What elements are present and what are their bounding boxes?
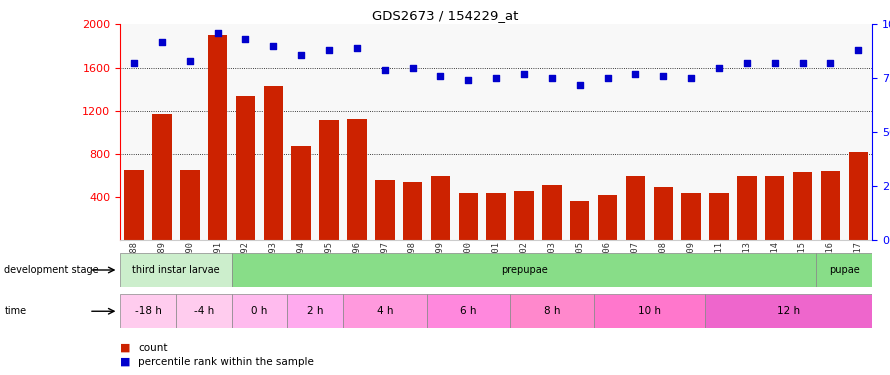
- Bar: [514, 192, 534, 240]
- Text: 6 h: 6 h: [460, 306, 476, 316]
- Bar: [487, 193, 506, 240]
- Bar: [403, 182, 423, 240]
- Bar: [343, 294, 426, 328]
- Point: [239, 36, 253, 42]
- Point: [517, 71, 531, 77]
- Point: [767, 60, 781, 66]
- Bar: [287, 294, 343, 328]
- Point: [740, 60, 754, 66]
- Bar: [180, 170, 199, 240]
- Bar: [709, 193, 729, 240]
- Text: 12 h: 12 h: [777, 306, 800, 316]
- Text: third instar larvae: third instar larvae: [132, 265, 220, 275]
- Bar: [208, 35, 227, 240]
- Bar: [375, 180, 394, 240]
- Point: [572, 82, 587, 88]
- Point: [823, 60, 837, 66]
- Text: prepupae: prepupae: [501, 265, 547, 275]
- Text: development stage: development stage: [4, 265, 99, 275]
- Point: [712, 64, 726, 70]
- Bar: [653, 187, 673, 240]
- Bar: [176, 294, 231, 328]
- Bar: [570, 201, 589, 240]
- Bar: [816, 253, 872, 287]
- Bar: [793, 172, 813, 240]
- Bar: [542, 185, 562, 240]
- Text: percentile rank within the sample: percentile rank within the sample: [138, 357, 314, 367]
- Point: [461, 78, 475, 84]
- Bar: [431, 176, 450, 240]
- Bar: [231, 253, 816, 287]
- Point: [656, 73, 670, 79]
- Text: ■: ■: [120, 357, 131, 367]
- Bar: [426, 294, 510, 328]
- Bar: [120, 253, 231, 287]
- Text: -4 h: -4 h: [194, 306, 214, 316]
- Bar: [231, 294, 287, 328]
- Point: [545, 75, 559, 81]
- Text: ■: ■: [120, 343, 131, 353]
- Bar: [291, 146, 311, 240]
- Point: [377, 67, 392, 73]
- Point: [628, 71, 643, 77]
- Bar: [458, 193, 478, 240]
- Point: [322, 47, 336, 53]
- Bar: [510, 294, 594, 328]
- Point: [155, 39, 169, 45]
- Point: [490, 75, 504, 81]
- Bar: [152, 114, 172, 240]
- Point: [601, 75, 615, 81]
- Point: [294, 52, 308, 58]
- Bar: [765, 176, 784, 240]
- Text: 0 h: 0 h: [251, 306, 268, 316]
- Bar: [626, 176, 645, 240]
- Bar: [594, 294, 705, 328]
- Bar: [320, 120, 339, 240]
- Point: [796, 60, 810, 66]
- Text: -18 h: -18 h: [134, 306, 161, 316]
- Bar: [737, 176, 756, 240]
- Text: GDS2673 / 154229_at: GDS2673 / 154229_at: [372, 9, 518, 22]
- Point: [406, 64, 420, 70]
- Text: 4 h: 4 h: [376, 306, 393, 316]
- Bar: [236, 96, 255, 240]
- Text: count: count: [138, 343, 167, 353]
- Text: pupae: pupae: [829, 265, 860, 275]
- Bar: [263, 86, 283, 240]
- Bar: [347, 119, 367, 240]
- Text: 8 h: 8 h: [544, 306, 560, 316]
- Text: 10 h: 10 h: [638, 306, 661, 316]
- Point: [211, 30, 225, 36]
- Bar: [848, 152, 868, 240]
- Point: [684, 75, 699, 81]
- Bar: [682, 193, 701, 240]
- Text: 2 h: 2 h: [307, 306, 323, 316]
- Bar: [125, 170, 144, 240]
- Point: [182, 58, 197, 64]
- Bar: [598, 195, 618, 240]
- Point: [350, 45, 364, 51]
- Point: [266, 43, 280, 49]
- Point: [851, 47, 865, 53]
- Point: [127, 60, 142, 66]
- Bar: [120, 294, 176, 328]
- Text: time: time: [4, 306, 27, 316]
- Bar: [705, 294, 872, 328]
- Point: [433, 73, 448, 79]
- Bar: [821, 171, 840, 240]
